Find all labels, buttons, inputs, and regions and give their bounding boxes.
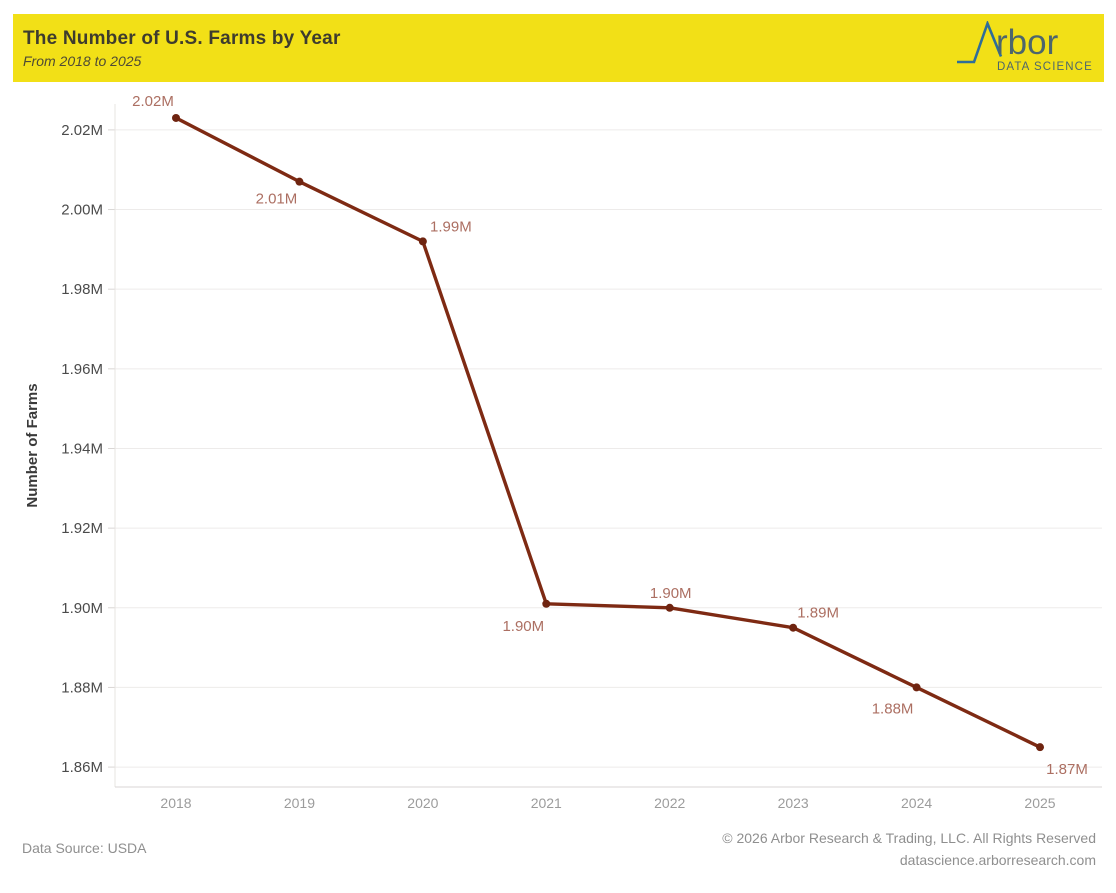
data-point-label: 1.90M <box>650 585 692 602</box>
x-tick-label: 2025 <box>1024 795 1055 811</box>
y-tick-label: 1.94M <box>61 440 103 457</box>
logo-peak-icon <box>957 21 1003 64</box>
data-point[interactable] <box>295 177 304 186</box>
y-axis-title: Number of Farms <box>24 383 41 507</box>
x-tick-label: 2024 <box>901 795 932 811</box>
page-subtitle: From 2018 to 2025 <box>23 52 142 69</box>
x-tick-label: 2022 <box>654 795 685 811</box>
data-point[interactable] <box>1036 743 1045 752</box>
data-point-label: 1.87M <box>1046 761 1088 778</box>
x-tick-label: 2020 <box>407 795 438 811</box>
copyright-text: © 2026 Arbor Research & Trading, LLC. Al… <box>722 830 1096 846</box>
y-tick-label: 1.86M <box>61 759 103 776</box>
data-point-label: 1.90M <box>502 618 544 635</box>
data-point-label: 1.89M <box>797 605 839 622</box>
data-point[interactable] <box>418 237 427 246</box>
website-link[interactable]: datascience.arborresearch.com <box>899 852 1096 868</box>
trend-line <box>174 116 1042 749</box>
y-tick-label: 1.90M <box>61 600 103 617</box>
data-point[interactable] <box>789 623 798 632</box>
data-point-label: 1.88M <box>872 700 914 717</box>
page-title: The Number of U.S. Farms by Year <box>23 27 341 49</box>
data-point[interactable] <box>542 599 551 608</box>
data-point-label: 2.01M <box>256 191 298 208</box>
x-tick-label: 2023 <box>778 795 809 811</box>
data-point-label: 1.99M <box>430 218 472 235</box>
y-tick-label: 2.00M <box>61 202 103 219</box>
data-point-label: 2.02M <box>132 93 174 110</box>
logo-tagline: DATA SCIENCE <box>997 61 1093 73</box>
x-tick-label: 2019 <box>284 795 315 811</box>
data-source-note: Data Source: USDA <box>22 840 147 856</box>
arbor-data-science-logo: rbor DATA SCIENCE <box>957 21 1093 73</box>
y-tick-label: 1.96M <box>61 361 103 378</box>
y-tick-label: 1.98M <box>61 281 103 298</box>
logo-brand-letters: rbor <box>996 23 1059 62</box>
data-point[interactable] <box>172 113 180 122</box>
x-tick-label: 2021 <box>531 795 562 811</box>
y-tick-label: 2.02M <box>61 122 103 139</box>
x-tick-label: 2018 <box>160 795 191 811</box>
data-point[interactable] <box>665 603 674 612</box>
y-tick-label: 1.92M <box>61 520 103 537</box>
header-text-block: The Number of U.S. Farms by Year From 20… <box>23 28 341 69</box>
header-banner: The Number of U.S. Farms by Year From 20… <box>13 14 1104 82</box>
data-point[interactable] <box>912 683 921 692</box>
footer-attribution: © 2026 Arbor Research & Trading, LLC. Al… <box>722 827 1096 871</box>
y-tick-label: 1.88M <box>61 679 103 696</box>
